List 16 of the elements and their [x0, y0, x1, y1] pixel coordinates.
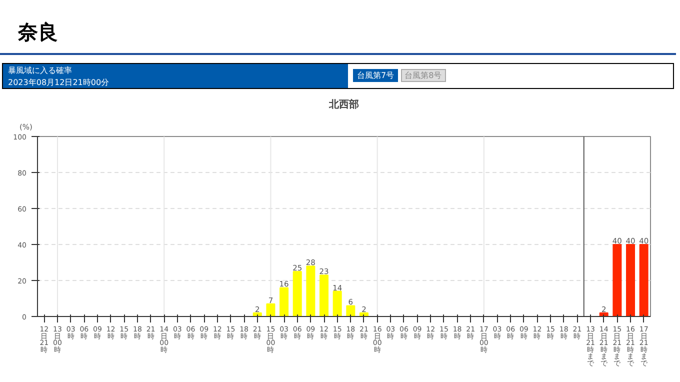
bar	[612, 244, 622, 316]
bar	[320, 274, 329, 316]
bar	[292, 271, 302, 316]
text: 台風第7号	[353, 68, 398, 82]
text: 暴風域に入る確率	[8, 66, 72, 75]
chart-title: 奈良	[0, 0, 676, 55]
bar	[626, 244, 636, 316]
bar	[639, 244, 648, 316]
bar	[280, 287, 289, 316]
chart-subtitle: 北西部	[328, 98, 359, 110]
bar	[306, 266, 316, 316]
text: 2023年08月12日21時00分	[8, 78, 110, 87]
bar	[346, 305, 356, 316]
text: 台風第8号	[400, 68, 446, 82]
bar	[266, 303, 276, 316]
bar	[332, 290, 342, 316]
